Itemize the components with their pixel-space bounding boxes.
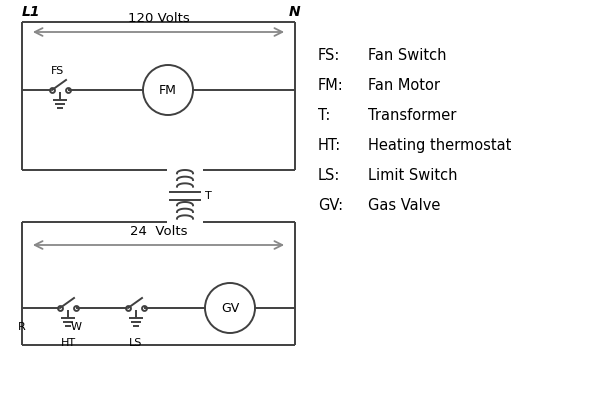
Text: HT: HT <box>60 338 76 348</box>
Text: LS: LS <box>129 338 143 348</box>
Text: T:: T: <box>318 108 330 123</box>
Text: HT:: HT: <box>318 138 341 153</box>
Text: FM:: FM: <box>318 78 344 93</box>
Text: 24  Volts: 24 Volts <box>130 225 187 238</box>
Text: FS: FS <box>50 66 64 76</box>
Text: FM: FM <box>159 84 177 96</box>
Text: Limit Switch: Limit Switch <box>368 168 457 183</box>
Text: GV: GV <box>221 302 239 314</box>
Text: R: R <box>18 322 26 332</box>
Text: Fan Motor: Fan Motor <box>368 78 440 93</box>
Text: Transformer: Transformer <box>368 108 457 123</box>
Text: GV:: GV: <box>318 198 343 213</box>
Text: Fan Switch: Fan Switch <box>368 48 447 63</box>
Text: 120 Volts: 120 Volts <box>127 12 189 25</box>
Text: L1: L1 <box>22 5 41 19</box>
Text: W: W <box>70 322 81 332</box>
Text: T: T <box>205 191 212 201</box>
Text: LS:: LS: <box>318 168 340 183</box>
Text: Heating thermostat: Heating thermostat <box>368 138 512 153</box>
Text: N: N <box>289 5 301 19</box>
Text: FS:: FS: <box>318 48 340 63</box>
Text: Gas Valve: Gas Valve <box>368 198 440 213</box>
